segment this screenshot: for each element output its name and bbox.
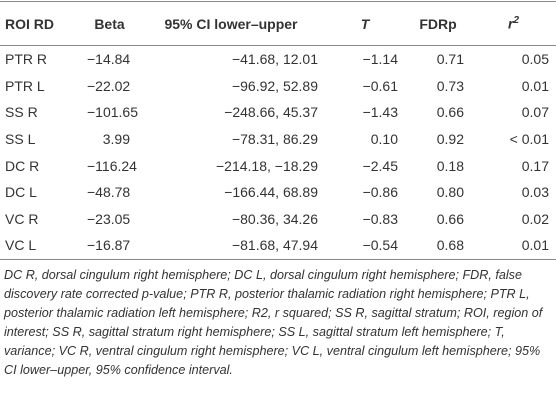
table-cell: 0.18 [436, 157, 464, 174]
header-row: ROI RD Beta 95% CI lower–upper T FDRp r2 [0, 1, 556, 46]
table-row: PTR R −14.84 −41.68, 12.01 −1.14 0.71 0.05 [0, 46, 556, 73]
table-row: DC R −116.24 −214.18, −18.29 −2.45 0.18 0.17 [0, 152, 556, 179]
table-cell: −214.18, −18.29 [216, 157, 318, 174]
table-cell: DC L [5, 184, 37, 201]
table-cell: 0.07 [521, 104, 549, 121]
table-cell: < 0.01 [509, 131, 549, 148]
table-cell: −0.86 [362, 184, 398, 201]
table-cell: 0.05 [521, 51, 549, 68]
table-cell: −96.92, 52.89 [231, 77, 318, 94]
table-cell: 0.01 [521, 77, 549, 94]
table-row: DC L −48.78 −166.44, 68.89 −0.86 0.80 0.03 [0, 179, 556, 206]
table-cell: PTR R [5, 51, 47, 68]
table-cell: −23.05 [87, 210, 131, 227]
header-cell: r2 [471, 2, 556, 46]
table-cell: 0.66 [436, 210, 464, 227]
table-cell: VC R [5, 210, 39, 227]
table-cell: 0.80 [436, 184, 464, 201]
table-cell: −78.31, 86.29 [231, 131, 318, 148]
table-cell: −166.44, 68.89 [224, 184, 318, 201]
table-cell: 3.99 [102, 131, 130, 148]
table-cell: SS L [5, 131, 36, 148]
table-cell: −101.65 [87, 104, 138, 121]
table-cell: −116.24 [87, 157, 137, 174]
table-cell: 0.02 [521, 210, 549, 227]
header-cell: 95% CI lower–upper [164, 15, 298, 32]
header-cell: FDRp [419, 15, 457, 32]
table-cell: −41.68, 12.01 [231, 51, 318, 68]
table-cell: SS R [5, 104, 38, 121]
table-body: PTR R −14.84 −41.68, 12.01 −1.14 0.71 0.05 PTR… [0, 46, 556, 260]
table-cell: 0.71 [436, 51, 464, 68]
table-cell: 0.66 [436, 104, 464, 121]
footnote: DC R, dorsal cingulum right hemisphere; … [4, 267, 543, 377]
header-text: r [507, 15, 514, 32]
header-superscript: 2 [513, 15, 519, 27]
table-cell: −0.83 [362, 210, 398, 227]
table-cell: −2.45 [362, 157, 398, 174]
table-cell: 0.68 [436, 237, 464, 254]
table-cell: −14.84 [87, 51, 131, 68]
header-cell: Beta [94, 15, 125, 32]
table-cell: 0.17 [521, 157, 549, 174]
table-cell: −0.54 [362, 237, 398, 254]
table-cell: −1.43 [362, 104, 398, 121]
table-cell: 0.92 [436, 131, 464, 148]
table-cell: VC L [5, 237, 37, 254]
table-cell: DC R [5, 157, 40, 174]
table-row: SS R −101.65 −248.66, 45.37 −1.43 0.66 0.07 [0, 99, 556, 126]
table-cell: −22.02 [87, 77, 131, 94]
table-cell: −81.68, 47.94 [231, 237, 318, 254]
data-table: ROI RD Beta 95% CI lower–upper T FDRp r2 PTR … [0, 1, 556, 260]
table-row: PTR L −22.02 −96.92, 52.89 −0.61 0.73 0.01 [0, 73, 556, 100]
table-cell: −1.14 [362, 51, 398, 68]
table-cell: −16.87 [87, 237, 131, 254]
table-cell: −0.61 [362, 77, 398, 94]
header-cell: ROI RD [5, 15, 54, 32]
table-cell: 0.73 [436, 77, 464, 94]
table-cell: −48.78 [87, 184, 131, 201]
table-cell: 0.01 [521, 237, 549, 254]
table-row: SS L 3.99 −78.31, 86.29 0.10 0.92 < 0.01 [0, 126, 556, 153]
table-cell: 0.03 [521, 184, 549, 201]
header-cell: T [360, 15, 370, 32]
table-cell: −248.66, 45.37 [224, 104, 318, 121]
table-cell: −80.36, 34.26 [231, 210, 318, 227]
table-row: VC L −16.87 −81.68, 47.94 −0.54 0.68 0.01 [0, 232, 556, 260]
table-cell: PTR L [5, 77, 45, 94]
table-row: VC R −23.05 −80.36, 34.26 −0.83 0.66 0.02 [0, 206, 556, 233]
table-cell: 0.10 [370, 131, 398, 148]
